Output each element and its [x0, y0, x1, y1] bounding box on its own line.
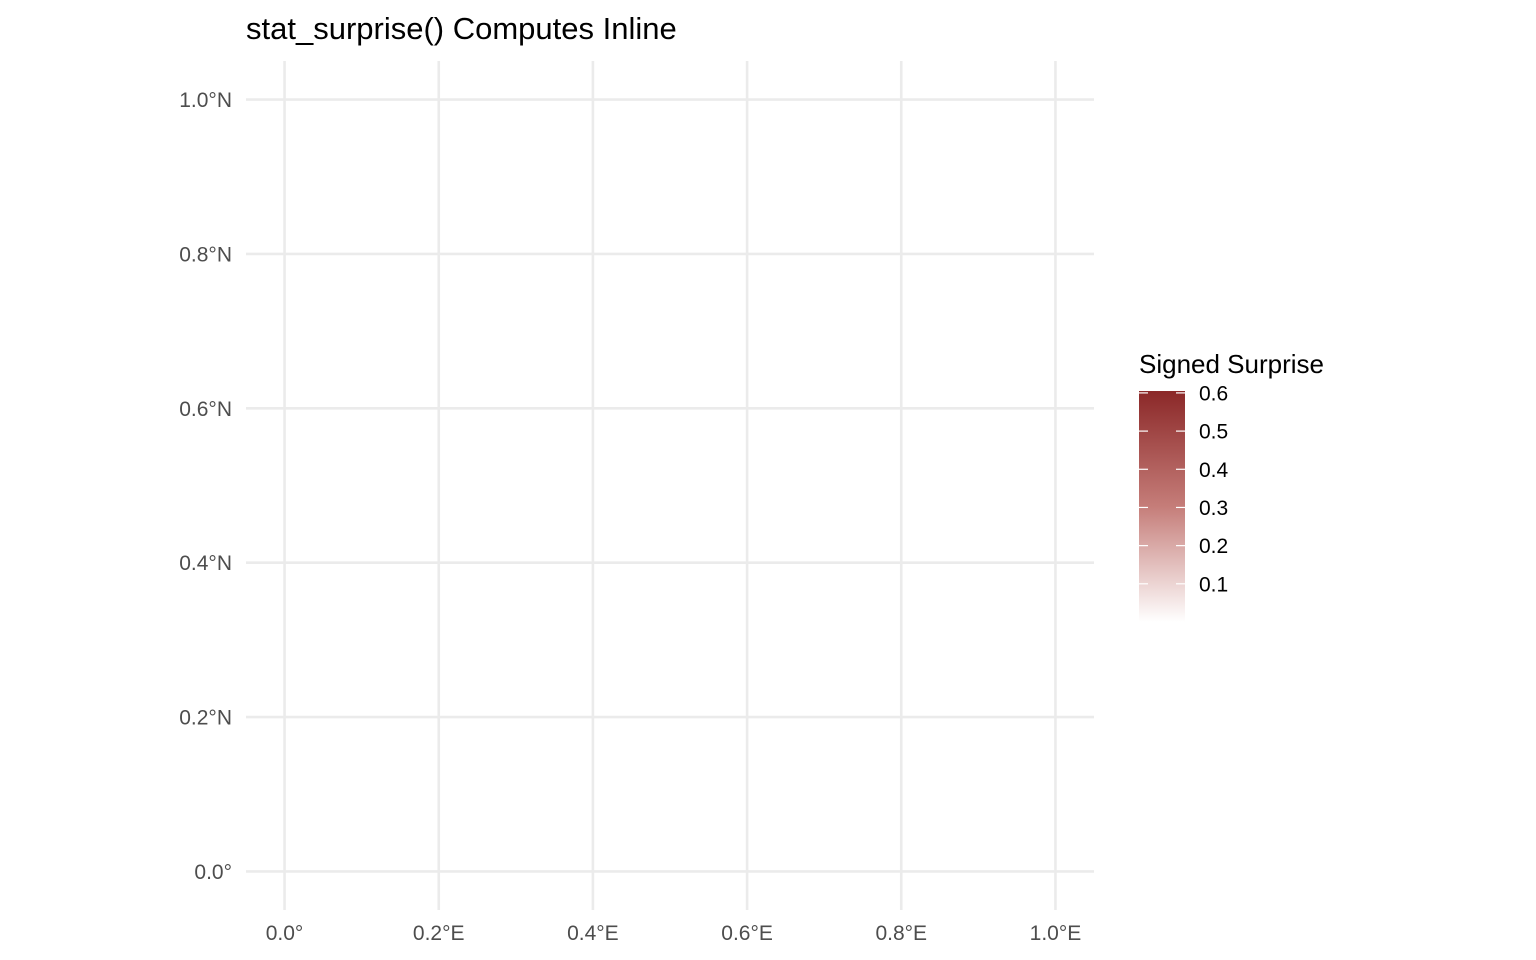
y-tick-label: 0.8°N [179, 243, 232, 266]
plot-panel: 0.0° 0.2°E 0.4°E 0.6°E 0.8°E 1.0°E 0.0°0.2°N0… [179, 61, 1094, 945]
x-tick-label: 0.4°E [567, 922, 619, 945]
x-axis-ticks: 0.0° 0.2°E 0.4°E 0.6°E 0.8°E 1.0°E [266, 922, 1082, 945]
x-tick-label: 0.0° [266, 922, 304, 945]
legend-label: 0.6 [1199, 382, 1228, 405]
legend-label: 0.1 [1199, 573, 1228, 596]
legend-label: 0.2 [1199, 535, 1228, 558]
y-tick-label: 0.4°N [179, 552, 232, 575]
chart-title: stat_surprise() Computes Inline [246, 11, 677, 46]
x-tick-label: 0.8°E [875, 922, 927, 945]
y-axis-ticks: 0.0° 0.2°N 0.4°N 0.6°N 0.8°N 1.0°N [179, 89, 232, 884]
legend: Signed Surprise 0.6 0.5 0.4 0.3 0.2 0.1 [1139, 349, 1324, 622]
x-tick-label: 0.6°E [721, 922, 773, 945]
legend-ticks: 0.6 0.5 0.4 0.3 0.2 0.1 [1139, 382, 1229, 596]
legend-label: 0.3 [1199, 497, 1228, 520]
legend-label: 0.5 [1199, 421, 1228, 444]
legend-title: Signed Surprise [1139, 349, 1324, 379]
y-tick-label: 1.0°N [179, 89, 232, 112]
y-tick-label: 0.2°N [179, 707, 232, 730]
grid-lines [246, 61, 1094, 910]
y-tick-label: 0.6°N [179, 398, 232, 421]
legend-colorbar [1139, 391, 1185, 622]
x-tick-label: 1.0°E [1030, 922, 1082, 945]
legend-label: 0.4 [1199, 459, 1229, 482]
x-tick-label: 0.2°E [413, 922, 465, 945]
y-tick-label: 0.0° [194, 861, 232, 884]
